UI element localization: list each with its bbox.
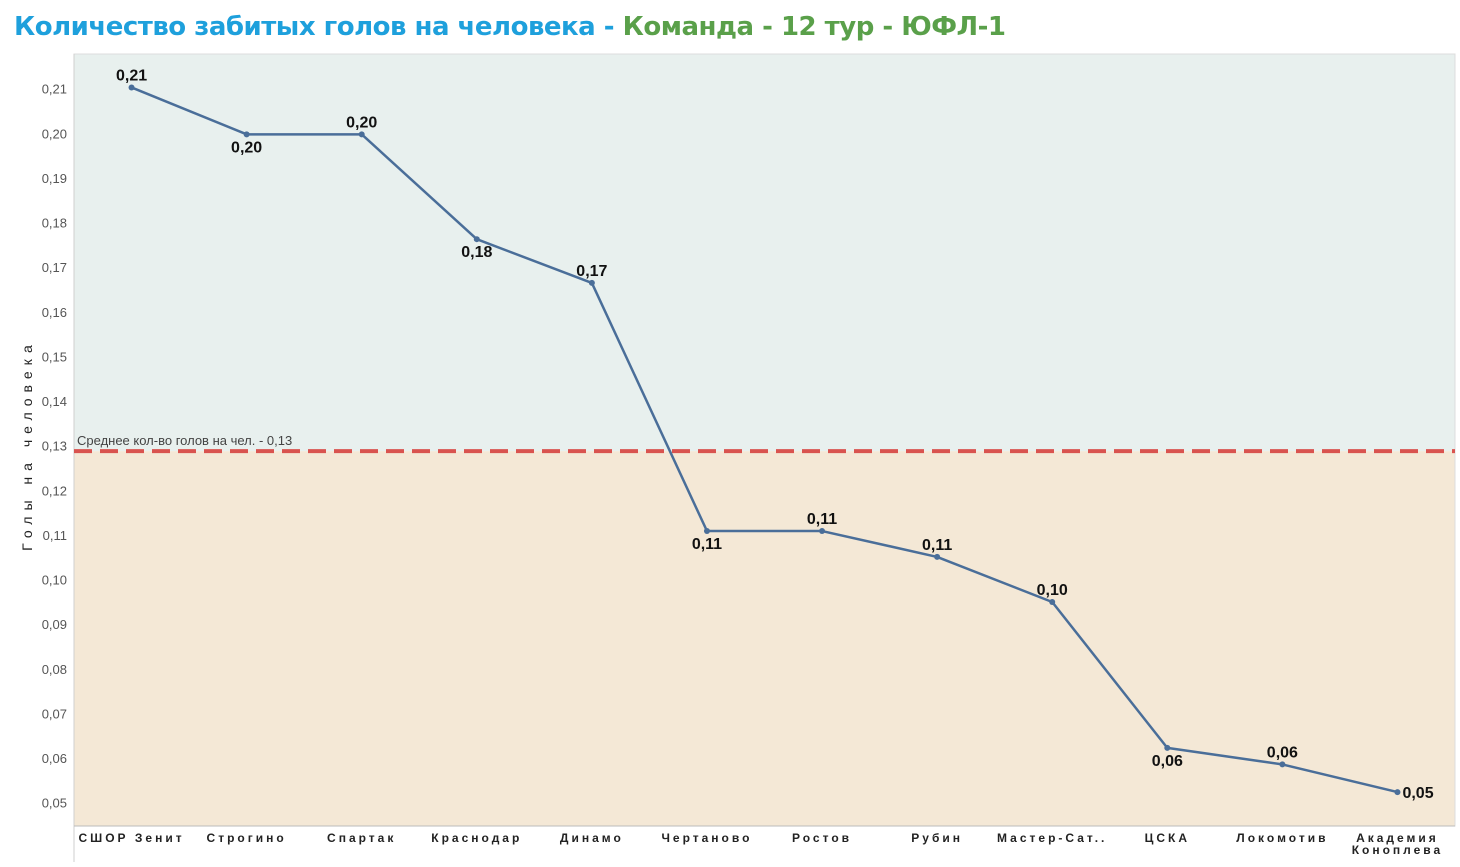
data-point	[1394, 789, 1401, 796]
axes	[73, 54, 1455, 862]
data-point	[1049, 598, 1056, 605]
band-above-average	[74, 54, 1455, 452]
y-axis-label: Голы на человека	[19, 339, 35, 551]
x-category-label: Ростов	[792, 831, 852, 845]
y-tick-label: 0,21	[42, 82, 67, 97]
y-tick-label: 0,08	[42, 662, 67, 677]
data-label: 0,11	[922, 537, 952, 554]
y-tick-label: 0,14	[42, 394, 67, 409]
x-category-label: Мастер-Сат..	[997, 831, 1107, 845]
data-point	[128, 84, 135, 91]
y-tick-label: 0,16	[42, 305, 67, 320]
data-label: 0,21	[116, 67, 147, 84]
data-point	[588, 279, 595, 286]
x-category-label: СШОР Зенит	[78, 831, 184, 845]
x-category-label: Динамо	[560, 831, 624, 845]
y-tick-label: 0,05	[42, 796, 67, 811]
data-label: 0,18	[461, 244, 492, 261]
y-tick-label: 0,09	[42, 617, 67, 632]
data-point	[1279, 761, 1286, 768]
y-tick-label: 0,18	[42, 216, 67, 231]
data-label: 0,10	[1037, 582, 1068, 599]
y-tick-label: 0,20	[42, 126, 67, 141]
y-tick-label: 0,10	[42, 573, 67, 588]
x-category-label: ЦСКА	[1145, 831, 1190, 845]
x-category-label: Чертаново	[661, 831, 752, 845]
data-label: 0,20	[231, 139, 262, 156]
y-tick-label: 0,07	[42, 706, 67, 721]
reference-line-group: Среднее кол-во голов на чел. - 0,13	[74, 433, 1455, 454]
data-label: 0,06	[1267, 744, 1298, 761]
chart-title-context: Команда - 12 тур - ЮФЛ-1	[622, 12, 1006, 42]
y-axis-ticks: 0,21 0,20 0,19 0,18 0,17 0,16 0,15 0,14 0,13 0,12…	[42, 82, 67, 811]
data-point	[358, 131, 365, 138]
data-point	[243, 131, 250, 138]
chart-title: Количество забитых голов на человека - К…	[14, 12, 1006, 42]
y-tick-label: 0,13	[42, 439, 67, 454]
x-category-label: Рубин	[911, 831, 963, 845]
y-tick-label: 0,06	[42, 751, 67, 766]
data-point	[1164, 744, 1171, 751]
y-tick-label: 0,17	[42, 260, 67, 275]
y-tick-label: 0,19	[42, 171, 67, 186]
average-reference-label: Среднее кол-во голов на чел. - 0,13	[77, 433, 292, 448]
data-label: 0,06	[1152, 753, 1183, 770]
y-tick-label: 0,11	[43, 528, 67, 543]
chart-title-metric: Количество забитых голов на человека -	[14, 12, 623, 42]
x-category-label: Строгино	[207, 831, 287, 845]
x-category-label: Краснодар	[431, 831, 522, 845]
x-category-label: Коноплева	[1352, 843, 1444, 857]
data-label: 0,11	[807, 511, 837, 528]
background-bands	[73, 53, 1456, 827]
data-label: 0,20	[346, 114, 377, 131]
x-category-label: Академия	[1356, 831, 1439, 845]
data-point	[703, 528, 710, 535]
series-line	[131, 86, 1398, 794]
data-point	[473, 236, 480, 243]
x-category-label: Спартак	[327, 831, 396, 845]
data-point	[819, 528, 826, 535]
y-tick-label: 0,12	[42, 483, 67, 498]
data-label: 0,05	[1402, 785, 1433, 802]
data-label: 0,11	[692, 536, 722, 553]
series-line-group: 0,21 0,20 0,20 0,18 0,17 0,11 0,11 0,11 0,10 0,06…	[116, 67, 1434, 802]
x-axis-categories: СШОР Зенит Строгино Спартак Краснодар Динамо…	[78, 831, 1444, 857]
y-tick-label: 0,15	[42, 349, 67, 364]
x-category-label: Локомотив	[1236, 831, 1328, 845]
data-label: 0,17	[576, 263, 607, 280]
data-point	[934, 553, 941, 560]
band-below-average	[74, 451, 1455, 826]
